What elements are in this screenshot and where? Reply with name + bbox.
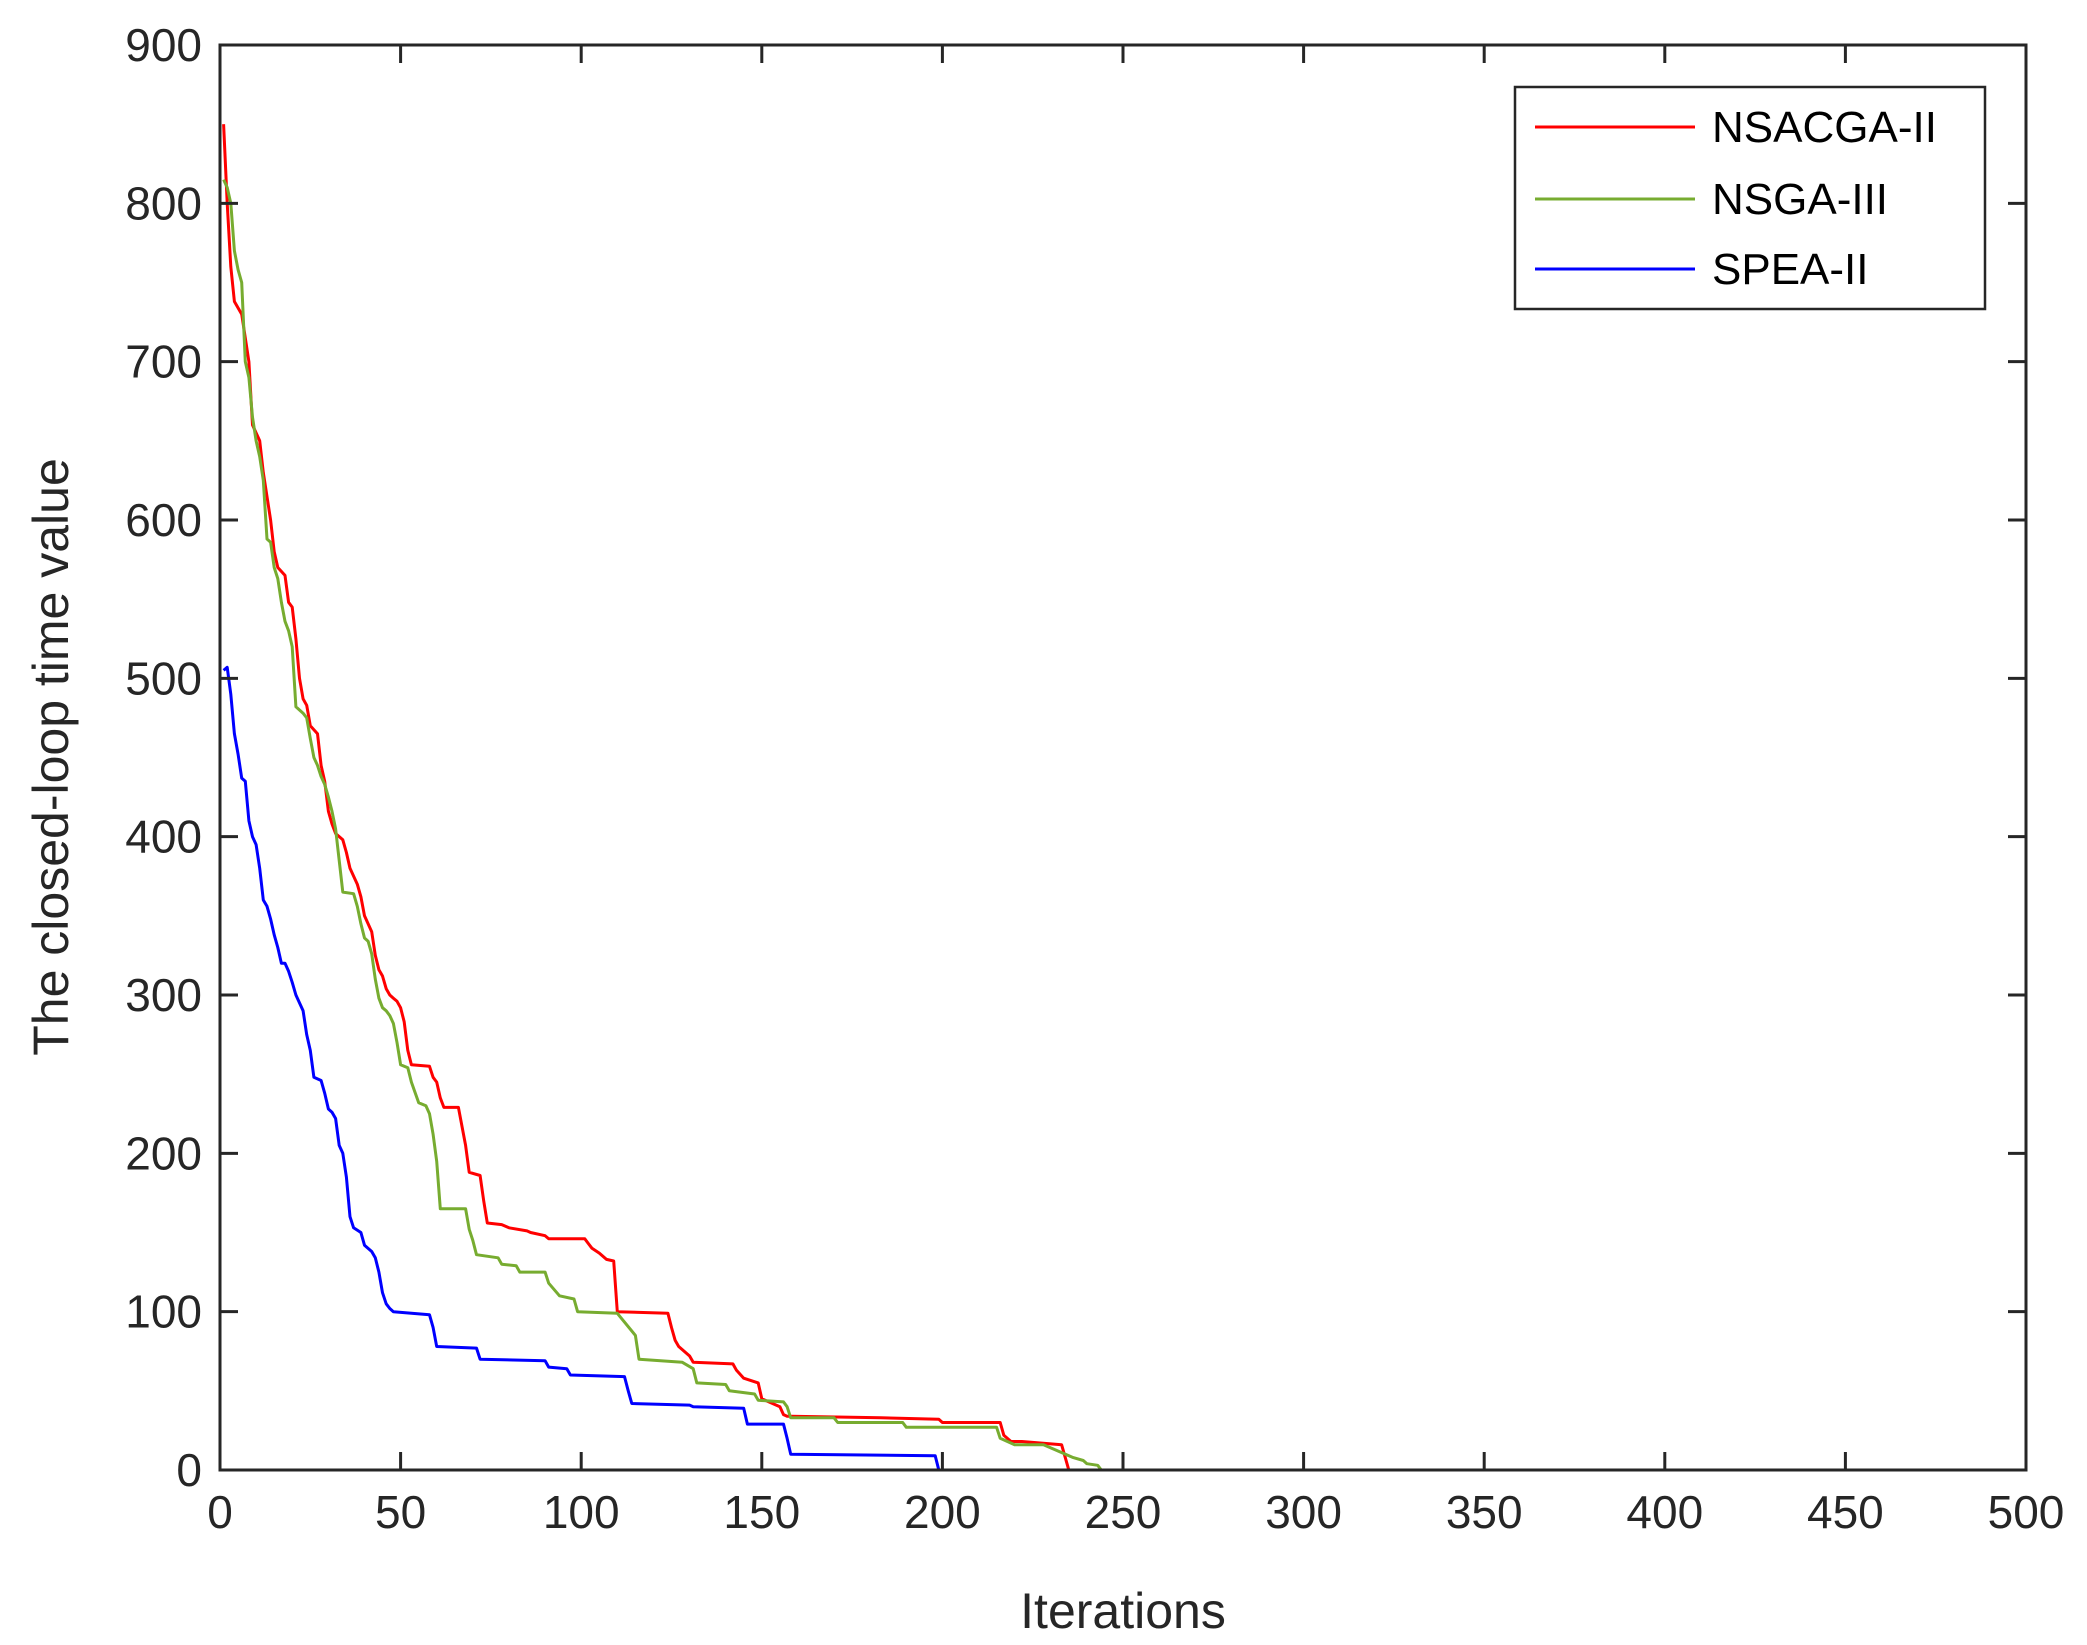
x-tick-label: 500 xyxy=(1988,1486,2065,1538)
y-tick-label: 300 xyxy=(125,969,202,1021)
series-line-spea-ii xyxy=(222,665,2026,1472)
y-tick-label: 700 xyxy=(125,336,202,388)
y-tick-label: 600 xyxy=(125,494,202,546)
y-tick-label: 500 xyxy=(125,652,202,704)
x-axis-label: Iterations xyxy=(1020,1583,1226,1639)
x-tick-label: 300 xyxy=(1265,1486,1342,1538)
x-tick-label: 250 xyxy=(1085,1486,1162,1538)
y-axis-label: The closed-loop time value xyxy=(23,458,79,1056)
x-tick-label: 450 xyxy=(1807,1486,1884,1538)
y-tick-label: 0 xyxy=(176,1444,202,1496)
x-axis-ticks: 0 50 100 150 200 250 300 350 400 450 500 xyxy=(207,45,2064,1538)
x-tick-label: 0 xyxy=(207,1486,233,1538)
series-line-nsga-iii xyxy=(222,178,2026,1472)
x-tick-label: 400 xyxy=(1626,1486,1703,1538)
axes-layer: 0 50 100 150 200 250 300 350 400 450 500 0 100 200 30… xyxy=(125,19,2064,1538)
y-axis-ticks: 0 100 200 300 400 500 600 700 800 900 xyxy=(125,19,2026,1496)
y-tick-label: 800 xyxy=(125,177,202,229)
series-layer xyxy=(222,124,2026,1472)
x-tick-label: 200 xyxy=(904,1486,981,1538)
x-tick-label: 50 xyxy=(375,1486,426,1538)
y-tick-label: 900 xyxy=(125,19,202,71)
legend-label-nsacga-ii: NSACGA-II xyxy=(1712,103,1937,152)
x-tick-label: 100 xyxy=(543,1486,620,1538)
legend-label-nsga-iii: NSGA-III xyxy=(1712,175,1888,224)
y-tick-label: 100 xyxy=(125,1286,202,1338)
legend: NSACGA-II NSGA-III SPEA-II xyxy=(1513,85,1987,311)
y-tick-label: 400 xyxy=(125,811,202,863)
x-tick-label: 150 xyxy=(723,1486,800,1538)
series-line-nsacga-ii xyxy=(222,124,2026,1472)
y-tick-label: 200 xyxy=(125,1127,202,1179)
x-tick-label: 350 xyxy=(1446,1486,1523,1538)
legend-label-spea-ii: SPEA-II xyxy=(1712,245,1869,294)
